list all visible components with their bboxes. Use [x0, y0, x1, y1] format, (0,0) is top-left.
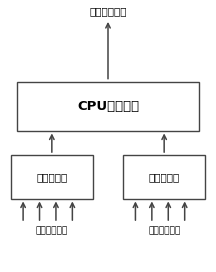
Text: 实时录波数据: 实时录波数据 — [89, 6, 127, 16]
Bar — [11, 155, 93, 199]
Bar — [17, 82, 199, 131]
Bar — [123, 155, 205, 199]
Text: CPU数据处理: CPU数据处理 — [77, 100, 139, 113]
Text: 模拟量采集: 模拟量采集 — [36, 172, 67, 182]
Text: 开关量采集: 开关量采集 — [149, 172, 180, 182]
Text: 电流电压信号: 电流电压信号 — [36, 227, 68, 236]
Text: 开关位置信息: 开关位置信息 — [148, 227, 180, 236]
